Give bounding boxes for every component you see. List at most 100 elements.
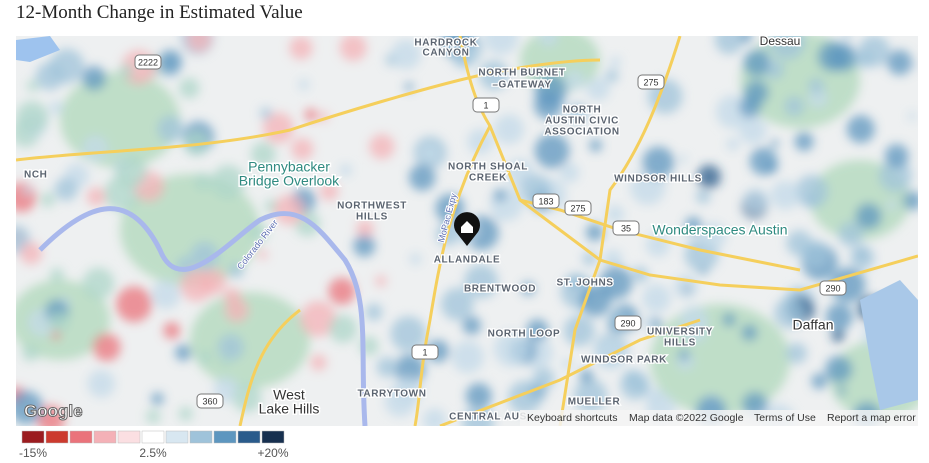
heat-spot: [328, 277, 356, 305]
heat-spot: [829, 43, 858, 72]
legend-swatch: [69, 430, 93, 444]
area-label: HARDROCK: [414, 38, 477, 49]
heat-spot: [538, 36, 559, 47]
heat-spot: [178, 77, 200, 99]
heat-spot: [678, 349, 690, 361]
heat-spot: [16, 182, 37, 212]
area-label: ASSOCIATION: [544, 127, 619, 138]
heat-spot: [825, 303, 853, 331]
area-label: ALLANDALE: [434, 255, 501, 266]
place-label: Dessau: [760, 34, 801, 48]
heat-spot: [886, 199, 898, 211]
area-label: TARRYTOWN: [357, 389, 426, 400]
heat-spot: [742, 187, 769, 214]
heat-spot: [394, 354, 426, 385]
water: [860, 280, 918, 410]
shield-body: [612, 220, 640, 236]
heat-spot: [842, 36, 851, 41]
heat-spot: [739, 96, 762, 118]
footer-bar: [520, 410, 918, 426]
heat-spot: [186, 36, 212, 53]
footer-link: Map data ©2022 Google: [629, 412, 744, 424]
heat-spot: [409, 253, 422, 265]
heat-spot: [157, 115, 184, 143]
shield-label: 2222: [138, 57, 158, 67]
heat-spot: [838, 221, 864, 247]
road-shield: 35: [612, 220, 640, 236]
heat-spot: [291, 138, 314, 161]
heat-spot: [48, 311, 70, 333]
heat-spot: [49, 100, 64, 115]
shield-label: 360: [202, 396, 217, 406]
heat-spot: [678, 154, 688, 164]
heat-spot: [376, 356, 398, 378]
shield-body: [472, 97, 500, 113]
heat-spot: [902, 191, 918, 211]
heat-spot: [262, 112, 294, 144]
heat-spot: [808, 88, 828, 109]
heat-spot: [887, 49, 913, 76]
heat-spot: [35, 62, 64, 91]
heat-spot: [586, 76, 610, 101]
heat-spot: [465, 383, 492, 410]
heat-spot: [837, 386, 847, 396]
heat-spot: [462, 316, 481, 335]
legend-swatch: [261, 430, 285, 444]
area-label: AUSTIN CIVIC: [545, 116, 619, 127]
heat-spot: [697, 164, 721, 189]
heat-spot: [808, 78, 824, 94]
heat-spot: [146, 409, 161, 424]
heat-spot: [620, 370, 650, 400]
heat-spot: [151, 392, 164, 406]
heat-spot: [610, 56, 621, 68]
heat-spot: [365, 303, 383, 321]
area-label: UNIVERSITY: [647, 327, 713, 338]
heat-spot: [642, 284, 671, 313]
heat-spot: [451, 340, 484, 374]
place-label: Pennybacker: [248, 159, 330, 175]
road-shield: 1: [411, 344, 439, 360]
heat-spot: [630, 169, 666, 205]
heat-spot: [784, 96, 804, 116]
heat-spot: [228, 263, 244, 279]
heat-spot: [289, 36, 313, 60]
heat-spot: [353, 234, 376, 257]
legend-swatch: [117, 430, 141, 444]
area-label: HILLS: [356, 212, 388, 223]
heat-spot: [642, 146, 675, 179]
heat-spot: [699, 222, 727, 250]
heat-spot: [390, 316, 427, 352]
area-label: NORTH: [563, 105, 602, 116]
heat-spot: [749, 147, 778, 176]
heat-spot: [250, 141, 276, 167]
footer-link: Keyboard shortcuts: [527, 412, 617, 424]
heat-spot: [559, 162, 580, 183]
heat-spot: [404, 82, 414, 91]
heat-spot: [92, 333, 121, 362]
road-shield: 275: [637, 74, 665, 90]
area-label: NORTH SHOAL: [448, 162, 528, 173]
heat-spot: [116, 286, 152, 323]
shield-label: 290: [620, 318, 635, 328]
heat-spot: [493, 189, 507, 202]
water: [16, 36, 60, 62]
heat-spot: [300, 300, 337, 337]
heat-spot: [794, 131, 814, 152]
legend-swatch: [165, 430, 189, 444]
shield-body: [411, 344, 439, 360]
heat-spot: [722, 312, 736, 327]
area-label: NORTHWEST: [337, 201, 407, 212]
location-pin: [454, 212, 481, 246]
heat-spot: [579, 369, 594, 383]
area-label: NORTH BURNET: [478, 68, 565, 79]
heat-spot: [494, 213, 503, 222]
heat-spot: [521, 282, 535, 296]
heat-spot: [356, 220, 374, 238]
legend-swatch: [237, 430, 261, 444]
road-shield: 360: [196, 393, 224, 409]
area-label: CREEK: [469, 173, 507, 184]
heat-spot: [846, 115, 875, 144]
heat-spot: [573, 379, 608, 413]
